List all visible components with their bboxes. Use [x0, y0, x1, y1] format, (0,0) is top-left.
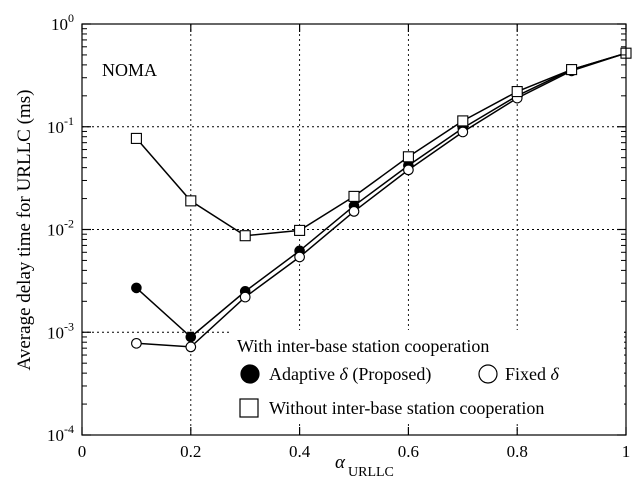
y-tick-label-exponent: -3 [64, 319, 74, 333]
point-without [348, 190, 360, 202]
y-tick-label: 100 [51, 11, 74, 34]
legend-fixed-delta: δ [551, 364, 560, 384]
legend-label-fixed: Fixed δ [505, 364, 560, 384]
series-layer [130, 47, 632, 353]
legend-label-adaptive: Adaptive δ (Proposed) [269, 364, 431, 385]
x-axis-label: α URLLC [335, 452, 394, 480]
legend: With inter-base station cooperation Adap… [232, 330, 624, 424]
legend-adaptive-text: Adaptive [269, 364, 339, 384]
series-line-without [135, 52, 627, 237]
point-adaptive [185, 331, 197, 343]
x-tick-label: 0.2 [180, 442, 201, 461]
y-tick-label-exponent: -1 [64, 114, 74, 128]
annotation-noma: NOMA [102, 60, 157, 80]
y-tick-label-base: 10 [47, 323, 64, 342]
y-tick-label: 10-1 [47, 114, 74, 137]
y-tick-label-base: 10 [47, 118, 64, 137]
point-fixed [294, 251, 305, 263]
legend-group-title: With inter-base station cooperation [237, 336, 489, 356]
y-tick-label: 10-4 [47, 422, 74, 445]
legend-background [232, 330, 624, 424]
point-fixed [348, 206, 360, 217]
y-tick-label-base: 10 [47, 221, 64, 240]
series-line-fixed [136, 52, 627, 348]
point-without [294, 224, 306, 236]
legend-adaptive-delta: δ [339, 364, 348, 384]
point-fixed [403, 164, 414, 176]
point-fixed [239, 291, 251, 303]
legend-fixed-text: Fixed [505, 364, 551, 384]
x-tick-label: 0.8 [507, 442, 528, 461]
point-without [130, 132, 142, 144]
point-fixed [131, 337, 142, 349]
y-tick-label-base: 10 [51, 15, 68, 34]
legend-adaptive-suffix: (Proposed) [348, 364, 432, 385]
point-fixed [457, 126, 469, 138]
point-without [457, 115, 469, 127]
y-tick-label-exponent: -4 [64, 422, 74, 436]
point-without [402, 151, 414, 163]
legend-marker-fixed [478, 364, 498, 384]
y-tick-label-base: 10 [47, 426, 64, 445]
series-line-adaptive [135, 52, 627, 338]
x-tick-label: 0.4 [289, 442, 311, 461]
point-without [511, 86, 523, 98]
x-tick-label: 0.6 [398, 442, 419, 461]
legend-marker-without [239, 398, 259, 418]
x-tick-label: 1 [622, 442, 631, 461]
point-fixed [185, 341, 197, 353]
point-without [239, 230, 251, 242]
legend-marker-adaptive [240, 364, 260, 384]
x-tick-label: 0 [78, 442, 87, 461]
x-axis-label-subscript: URLLC [348, 465, 394, 480]
y-tick-label-exponent: -2 [64, 217, 74, 231]
point-without [185, 195, 197, 207]
legend-label-without: Without inter-base station cooperation [269, 398, 544, 418]
y-tick-label-exponent: 0 [68, 11, 74, 25]
y-tick-label: 10-3 [47, 319, 74, 342]
x-axis-label-alpha: α [335, 452, 346, 473]
point-adaptive [131, 282, 142, 294]
y-tick-label: 10-2 [47, 217, 74, 240]
point-without [566, 64, 578, 76]
y-axis-label: Average delay time for URLLC (ms) [14, 90, 35, 371]
